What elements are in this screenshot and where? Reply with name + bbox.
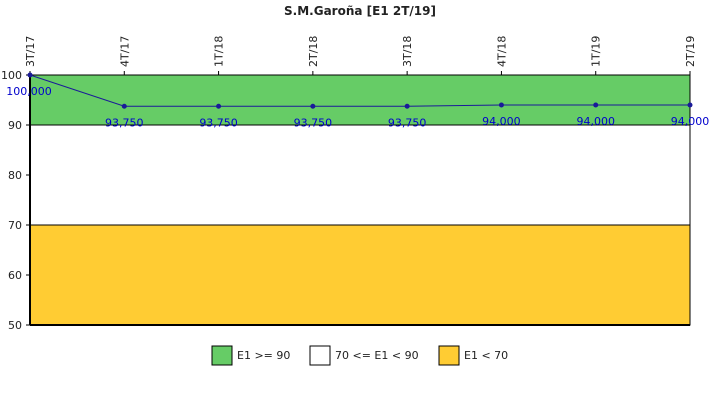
y-tick-label: 100 xyxy=(1,69,22,82)
data-label: 93,750 xyxy=(388,116,427,129)
y-tick-label: 50 xyxy=(8,319,22,332)
x-tick-label: 4T/17 xyxy=(118,36,131,67)
data-label: 93,750 xyxy=(105,116,144,129)
legend-swatch xyxy=(438,345,460,366)
x-tick-label: 1T/18 xyxy=(213,36,226,67)
band-2 xyxy=(30,225,690,325)
axes xyxy=(29,74,691,326)
data-point xyxy=(498,102,504,108)
data-label: 94,000 xyxy=(671,115,710,128)
y-tick-label: 70 xyxy=(8,219,22,232)
data-label: 100,000 xyxy=(6,85,52,98)
data-point xyxy=(593,102,599,108)
data-point xyxy=(216,103,222,109)
y-tick-label: 60 xyxy=(8,269,22,282)
x-axis-ticks: 3T/17 4T/17 1T/18 2T/18 3T/18 4T/18 1T/19 2T/19 xyxy=(24,36,697,75)
data-point xyxy=(404,103,410,109)
y-axis-ticks: 50 60 70 80 90 100 xyxy=(1,69,30,332)
data-point xyxy=(27,72,33,78)
data-point xyxy=(121,103,127,109)
data-label: 94,000 xyxy=(482,115,521,128)
chart-title: S.M.Garoña [E1 2T/19] xyxy=(284,4,436,18)
data-label: 93,750 xyxy=(294,116,333,129)
legend-swatch xyxy=(309,345,331,366)
data-labels: 100,000 93,750 93,750 93,750 93,750 94,000 94,… xyxy=(6,85,709,129)
x-tick-label: 3T/17 xyxy=(24,36,37,67)
legend: E1 >= 90 70 <= E1 < 90 E1 < 70 xyxy=(211,345,508,366)
band-0 xyxy=(30,75,690,125)
legend-label: 70 <= E1 < 90 xyxy=(335,349,419,362)
band-1 xyxy=(30,125,690,225)
y-tick-label: 90 xyxy=(8,119,22,132)
series-group xyxy=(27,72,693,109)
y-tick-label: 80 xyxy=(8,169,22,182)
threshold-bands xyxy=(30,75,690,325)
legend-swatch xyxy=(211,345,233,366)
x-tick-label: 4T/18 xyxy=(495,36,508,67)
x-tick-label: 3T/18 xyxy=(401,36,414,67)
data-point xyxy=(310,103,316,109)
data-label: 94,000 xyxy=(576,115,615,128)
data-label: 93,750 xyxy=(199,116,238,129)
legend-label: E1 < 70 xyxy=(464,349,508,362)
data-point xyxy=(687,102,693,108)
x-tick-label: 1T/19 xyxy=(590,36,603,67)
x-tick-label: 2T/19 xyxy=(684,36,697,67)
legend-label: E1 >= 90 xyxy=(237,349,290,362)
x-tick-label: 2T/18 xyxy=(307,36,320,67)
series-line xyxy=(29,74,690,107)
